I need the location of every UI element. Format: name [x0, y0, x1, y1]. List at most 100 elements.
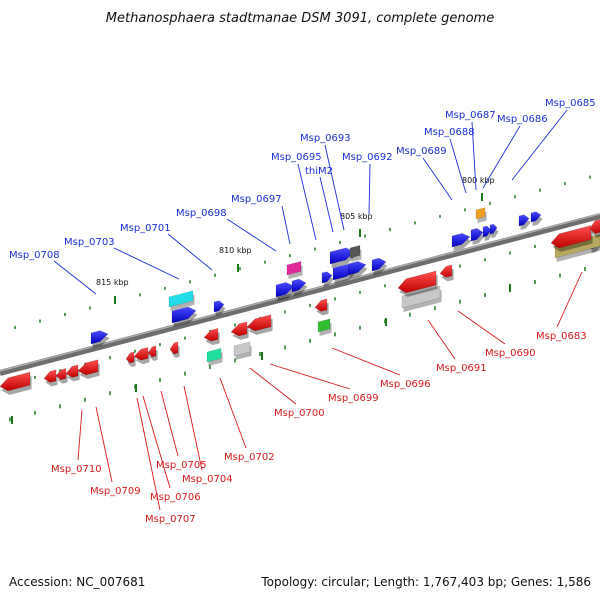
connector-msp0701 [167, 233, 213, 271]
connector-msp0690 [457, 310, 506, 345]
gene-msp0709 [43, 369, 57, 383]
gene-dark-block [349, 245, 361, 259]
kbp-805: 805 kbp [340, 212, 373, 221]
gene-silver-block [233, 341, 251, 357]
gene-label-msp0696[interactable]: Msp_0696 [380, 379, 431, 390]
gene-label-msp0704[interactable]: Msp_0704 [182, 474, 233, 485]
gene-msp0689 [451, 233, 471, 248]
gene-msp0683-c [589, 219, 600, 234]
gene-msp0695-b [321, 271, 333, 284]
kbp-800: 800 kbp [462, 176, 495, 185]
kbp-810: 810 kbp [219, 246, 252, 255]
gene-msp0702 [203, 328, 219, 342]
connector-msp0693 [324, 144, 345, 231]
gene-label-msp0691[interactable]: Msp_0691 [436, 363, 487, 374]
gene-label-msp0708[interactable]: Msp_0708 [9, 250, 60, 261]
map-title: Methanosphaera stadtmanae DSM 3091, comp… [106, 11, 494, 26]
gene-label-msp0701[interactable]: Msp_0701 [120, 223, 171, 234]
gene-msp0690 [439, 264, 453, 278]
gene-label-msp0687[interactable]: Msp_0687 [445, 110, 496, 121]
connector-msp0699 [269, 363, 351, 390]
gene-label-msp0689[interactable]: Msp_0689 [396, 146, 447, 157]
kbp-labels: 815 kbp 810 kbp 805 kbp 800 kbp [96, 176, 495, 287]
connector-msp0705 [160, 390, 179, 457]
gene-msp0683 [550, 225, 592, 249]
gene-msp0707 [125, 351, 135, 364]
gene-msp0700 [230, 321, 248, 337]
gene-msp0692-b [371, 257, 387, 272]
gene-msp0706 [133, 347, 149, 361]
gene-msp0708 [90, 330, 109, 345]
gene-label-msp0707[interactable]: Msp_0707 [145, 514, 196, 525]
gene-msp0699 [246, 314, 272, 332]
gene-label-msp0695[interactable]: Msp_0695 [271, 152, 322, 163]
gene-label-msp0706[interactable]: Msp_0706 [150, 492, 201, 503]
gene-msp0687 [482, 225, 492, 238]
gene-label-msp0685[interactable]: Msp_0685 [545, 98, 596, 109]
gene-teal-block [206, 348, 222, 363]
connector-msp0683 [556, 271, 583, 328]
gene-msp0697 [291, 278, 307, 293]
gene-label-msp0693[interactable]: Msp_0693 [300, 133, 351, 144]
connector-msp0686 [482, 125, 521, 189]
connector-msp0691 [427, 319, 456, 360]
genome-summary-text: Topology: circular; Length: 1,767,403 bp… [260, 575, 591, 589]
gene-label-msp0686[interactable]: Msp_0686 [497, 114, 548, 125]
scale-ticks [9, 175, 591, 424]
gene-msp0709-c [65, 364, 79, 378]
connector-msp0704 [183, 385, 203, 471]
gene-label-msp0710[interactable]: Msp_0710 [51, 464, 102, 475]
gene-label-msp0698[interactable]: Msp_0698 [176, 208, 227, 219]
connector-msp0709 [95, 406, 113, 483]
gene-label-msp0702[interactable]: Msp_0702 [224, 452, 275, 463]
connector-msp0687 [471, 121, 477, 191]
gene-labels-top: Msp_0708 Msp_0703 Msp_0701 Msp_0698 Msp_… [9, 98, 596, 261]
gene-green-block [317, 318, 331, 333]
connector-msp0695 [297, 163, 317, 241]
gene-msp0710 [0, 371, 31, 392]
gene-magenta-block [286, 261, 302, 276]
gene-msp0688 [470, 228, 484, 242]
connector-thim2 [319, 176, 334, 233]
gene-msp0703 [171, 306, 197, 324]
connector-msp0685 [511, 109, 568, 181]
connector-msp0698 [226, 218, 277, 252]
kbp-815: 815 kbp [96, 278, 129, 287]
connector-msp0710 [77, 409, 83, 461]
gene-label-thim2[interactable]: thiM2 [305, 166, 333, 177]
genome-backbone [0, 213, 600, 376]
gene-msp0685 [518, 214, 530, 227]
gene-features [0, 207, 600, 395]
gene-label-msp0699[interactable]: Msp_0699 [328, 393, 379, 404]
gene-label-msp0683[interactable]: Msp_0683 [536, 331, 587, 342]
gene-label-msp0703[interactable]: Msp_0703 [64, 237, 115, 248]
gene-label-msp0700[interactable]: Msp_0700 [274, 408, 325, 419]
gene-msp0698 [275, 282, 295, 298]
gene-label-msp0688[interactable]: Msp_0688 [424, 127, 475, 138]
gene-label-msp0690[interactable]: Msp_0690 [485, 348, 536, 359]
gene-label-msp0692[interactable]: Msp_0692 [342, 152, 393, 163]
connector-msp0697 [281, 205, 291, 245]
gene-msp0691 [397, 270, 437, 294]
gene-label-msp0705[interactable]: Msp_0705 [156, 460, 207, 471]
connector-msp0689 [422, 157, 453, 201]
gene-orange-block [475, 207, 486, 220]
gene-labels-bottom: Msp_0710 Msp_0709 Msp_0707 Msp_0706 Msp_… [51, 331, 587, 525]
connector-msp0702 [219, 377, 247, 449]
connector-msp0700 [249, 367, 297, 405]
gene-msp0705 [147, 345, 157, 358]
connector-msp0706 [142, 395, 171, 489]
connector-msp0707 [136, 397, 161, 511]
gene-label-msp0697[interactable]: Msp_0697 [231, 194, 282, 205]
gene-label-msp0709[interactable]: Msp_0709 [90, 486, 141, 497]
gene-cyan-block [168, 290, 194, 308]
accession-text: Accession: NC_007681 [9, 575, 145, 589]
gene-msp0709-d [77, 359, 99, 376]
connector-msp0692 [368, 163, 371, 215]
gene-msp0704 [169, 341, 179, 355]
gene-msp0686 [489, 223, 498, 235]
gene-msp0692 [347, 261, 367, 276]
gene-msp0701 [213, 300, 225, 313]
gene-silver-large [401, 285, 441, 309]
